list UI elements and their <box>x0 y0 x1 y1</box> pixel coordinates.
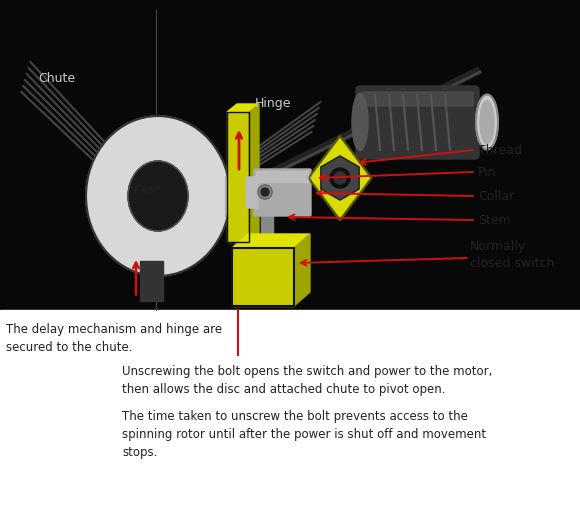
FancyBboxPatch shape <box>356 86 479 159</box>
Bar <box>232 248 294 306</box>
Text: Stem: Stem <box>478 213 511 227</box>
Circle shape <box>258 185 272 199</box>
Text: The delay mechanism and hinge are
secured to the chute.: The delay mechanism and hinge are secure… <box>6 323 222 354</box>
Ellipse shape <box>86 116 230 276</box>
Text: Normally
closed switch: Normally closed switch <box>470 240 554 270</box>
Text: Pin: Pin <box>478 165 496 178</box>
Ellipse shape <box>128 161 188 231</box>
Text: Hinge: Hinge <box>255 96 292 110</box>
FancyBboxPatch shape <box>362 92 473 106</box>
FancyBboxPatch shape <box>256 171 309 183</box>
Circle shape <box>261 188 269 196</box>
Circle shape <box>330 168 350 188</box>
Polygon shape <box>232 234 310 248</box>
Ellipse shape <box>480 100 494 143</box>
Bar <box>232 248 294 306</box>
Polygon shape <box>225 176 238 216</box>
Text: Chute: Chute <box>38 71 75 85</box>
Text: Thread: Thread <box>478 143 522 157</box>
Circle shape <box>334 172 346 184</box>
Bar <box>227 112 249 242</box>
Polygon shape <box>249 104 259 242</box>
Bar <box>227 112 249 242</box>
Polygon shape <box>140 261 163 301</box>
Bar <box>0 310 580 507</box>
Polygon shape <box>294 234 310 306</box>
Text: Disc: Disc <box>134 185 162 198</box>
FancyBboxPatch shape <box>246 177 258 208</box>
Bar <box>0 0 580 310</box>
Polygon shape <box>321 156 359 200</box>
Ellipse shape <box>476 94 498 150</box>
Text: Collar: Collar <box>478 190 514 202</box>
Text: The time taken to unscrew the bolt prevents access to the
spinning rotor until a: The time taken to unscrew the bolt preve… <box>122 410 486 459</box>
Bar <box>261 215 273 248</box>
FancyBboxPatch shape <box>254 169 311 216</box>
Polygon shape <box>227 104 259 112</box>
Ellipse shape <box>352 93 368 151</box>
Text: Unscrewing the bolt opens the switch and power to the motor,
then allows the dis: Unscrewing the bolt opens the switch and… <box>122 365 492 396</box>
Polygon shape <box>309 136 372 220</box>
